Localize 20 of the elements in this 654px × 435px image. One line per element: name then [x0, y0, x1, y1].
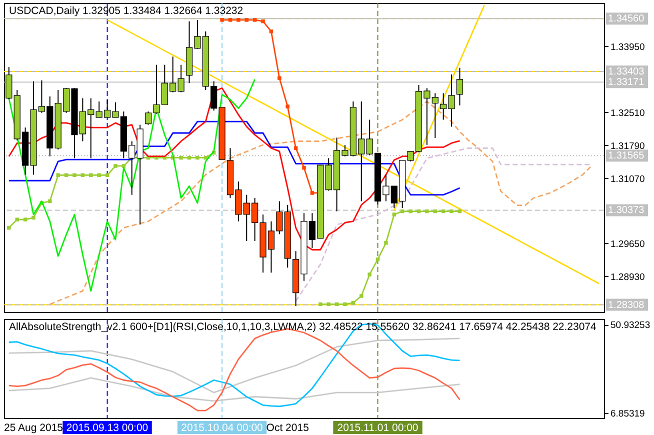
y-tick-label: 1.32510 [610, 108, 645, 119]
ref-line-label: 1.33171 [608, 77, 645, 88]
y-tick-label: 1.33950 [610, 42, 645, 53]
y-tick-label: 1.31070 [610, 174, 645, 185]
y-tick-label: 1.31790 [610, 140, 645, 152]
y-tick-label: 6.85319 [610, 408, 645, 420]
y-tick-label: 1.29650 [610, 238, 645, 250]
ref-line-label: 1.28308 [608, 300, 645, 311]
y-tick-label: 50.93253 [610, 320, 650, 332]
ref-line-label: 1.30373 [608, 205, 645, 216]
ref-line-label: 1.33403 [608, 66, 645, 78]
x-tick-label: Oct 2015 [266, 422, 310, 434]
x-tick-label: 2015.10.04 00:00 [181, 422, 264, 434]
y-tick-label: 1.28930 [610, 272, 645, 283]
chart-title: USDCAD,Daily 1.32905 1.33484 1.32664 1.33232 [9, 5, 244, 17]
x-tick-label: 2015.09.13 00:00 [66, 422, 148, 434]
x-tick-label: 2015.11.01 00:00 [337, 422, 418, 434]
ref-line-label: 1.34560 [608, 14, 645, 25]
x-tick-label: 25 Aug 2015 [4, 422, 64, 434]
ref-line-label: 1.31565 [608, 150, 645, 162]
